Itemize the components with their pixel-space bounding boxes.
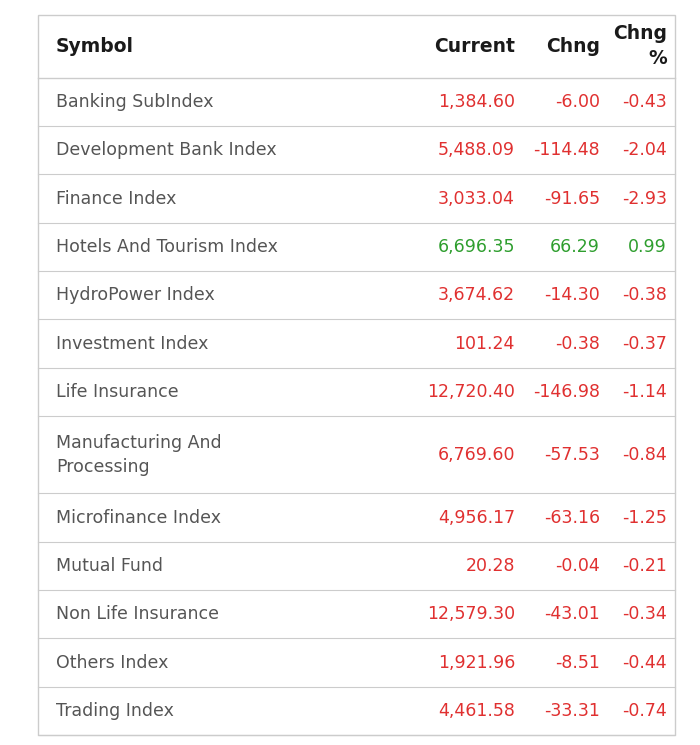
Text: -0.21: -0.21 bbox=[622, 557, 667, 575]
Text: -0.34: -0.34 bbox=[622, 605, 667, 624]
Text: -14.30: -14.30 bbox=[545, 286, 600, 304]
Text: -2.93: -2.93 bbox=[622, 190, 667, 208]
Text: HydroPower Index: HydroPower Index bbox=[56, 286, 215, 304]
Text: 1,921.96: 1,921.96 bbox=[438, 653, 515, 671]
Text: -63.16: -63.16 bbox=[544, 509, 600, 527]
Text: 4,461.58: 4,461.58 bbox=[438, 702, 515, 720]
Text: Current: Current bbox=[434, 37, 515, 56]
Text: -0.43: -0.43 bbox=[622, 93, 667, 111]
Text: 3,033.04: 3,033.04 bbox=[438, 190, 515, 208]
Text: -0.74: -0.74 bbox=[622, 702, 667, 720]
Text: Others Index: Others Index bbox=[56, 653, 169, 671]
Text: -91.65: -91.65 bbox=[544, 190, 600, 208]
Text: 12,720.40: 12,720.40 bbox=[427, 383, 515, 401]
Text: 5,488.09: 5,488.09 bbox=[438, 142, 515, 159]
Text: 1,384.60: 1,384.60 bbox=[438, 93, 515, 111]
Text: Life Insurance: Life Insurance bbox=[56, 383, 178, 401]
Text: Symbol: Symbol bbox=[56, 37, 134, 56]
Text: -43.01: -43.01 bbox=[545, 605, 600, 624]
Text: Chng: Chng bbox=[546, 37, 600, 56]
Text: -0.38: -0.38 bbox=[622, 286, 667, 304]
Text: Microfinance Index: Microfinance Index bbox=[56, 509, 221, 527]
Text: -8.51: -8.51 bbox=[555, 653, 600, 671]
Text: -114.48: -114.48 bbox=[533, 142, 600, 159]
Text: 4,956.17: 4,956.17 bbox=[438, 509, 515, 527]
Text: Chng: Chng bbox=[613, 25, 667, 43]
Text: Banking SubIndex: Banking SubIndex bbox=[56, 93, 213, 111]
Text: 3,674.62: 3,674.62 bbox=[438, 286, 515, 304]
Text: Development Bank Index: Development Bank Index bbox=[56, 142, 276, 159]
Text: -0.04: -0.04 bbox=[555, 557, 600, 575]
Text: Finance Index: Finance Index bbox=[56, 190, 176, 208]
Text: Trading Index: Trading Index bbox=[56, 702, 174, 720]
Text: -33.31: -33.31 bbox=[544, 702, 600, 720]
Text: 66.29: 66.29 bbox=[550, 238, 600, 256]
Text: -1.14: -1.14 bbox=[622, 383, 667, 401]
Text: -1.25: -1.25 bbox=[622, 509, 667, 527]
Text: Hotels And Tourism Index: Hotels And Tourism Index bbox=[56, 238, 278, 256]
Text: -0.84: -0.84 bbox=[622, 446, 667, 463]
Text: Mutual Fund: Mutual Fund bbox=[56, 557, 163, 575]
Text: -0.38: -0.38 bbox=[555, 335, 600, 352]
Text: -6.00: -6.00 bbox=[555, 93, 600, 111]
Text: 20.28: 20.28 bbox=[466, 557, 515, 575]
Text: 101.24: 101.24 bbox=[454, 335, 515, 352]
Text: %: % bbox=[648, 49, 667, 69]
Text: -0.44: -0.44 bbox=[622, 653, 667, 671]
Text: -2.04: -2.04 bbox=[622, 142, 667, 159]
Text: Manufacturing And
Processing: Manufacturing And Processing bbox=[56, 434, 222, 475]
Text: 12,579.30: 12,579.30 bbox=[427, 605, 515, 624]
Text: 6,696.35: 6,696.35 bbox=[438, 238, 515, 256]
Text: Investment Index: Investment Index bbox=[56, 335, 209, 352]
Text: Non Life Insurance: Non Life Insurance bbox=[56, 605, 219, 624]
Text: -0.37: -0.37 bbox=[622, 335, 667, 352]
Text: 6,769.60: 6,769.60 bbox=[438, 446, 515, 463]
Text: -146.98: -146.98 bbox=[533, 383, 600, 401]
Text: -57.53: -57.53 bbox=[544, 446, 600, 463]
Text: 0.99: 0.99 bbox=[629, 238, 667, 256]
